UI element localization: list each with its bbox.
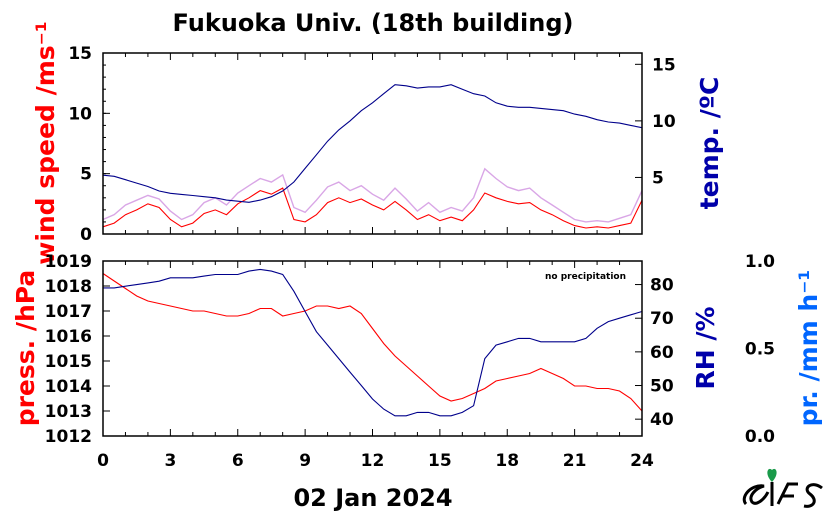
y-tick-label: 1014 [45,377,92,397]
x-tick-label: 12 [361,451,385,471]
y-tick-label: 50 [650,377,674,397]
wind-temp-panel: 0 5 10 15 5 10 15 wind speed /ms⁻¹ temp. /ºC [31,21,724,265]
y-tick-label: 0.0 [745,427,775,447]
logo-icon [742,468,823,508]
series-line-press-hpa [102,273,643,412]
wind-axis-label: wind speed /ms⁻¹ [31,21,60,265]
series-line-gust [102,167,643,223]
x-tick-label: 3 [164,451,176,471]
y-tick-label: 1015 [45,352,92,372]
series-line-temp-c [102,84,643,203]
series-line-rh [103,268,643,417]
x-tick-label: 18 [495,451,519,471]
pressure-rh-panel: no precipitation 1012 1013 1014 1015 1016 101… [11,252,823,512]
y-tick-label: 80 [650,276,674,296]
y-tick-label: 0 [80,225,92,245]
y-tick-label: 10 [68,104,92,124]
x-tick-label: 0 [97,451,109,471]
x-tick-label: 6 [232,451,244,471]
y-tick-label: 15 [652,55,676,75]
bottom-plot-frame [102,260,643,437]
y-tick-label: 10 [652,112,676,132]
y-tick-label: 1012 [45,427,92,447]
y-tick-label: 15 [68,44,92,64]
precip-axis-label: pr. /mm h⁻¹ [794,270,823,427]
y-tick-label: 0.5 [745,340,775,360]
y-tick-label: 1017 [45,302,92,322]
chart-title: Fukuoka Univ. (18th building) [173,9,574,37]
x-tick-label: 24 [630,451,654,471]
x-tick-label: 21 [563,451,587,471]
x-tick-label: 15 [428,451,452,471]
temp-axis-label: temp. /ºC [695,77,724,210]
y-tick-label: 40 [650,410,674,430]
rh-axis-label: RH /% [691,306,720,389]
y-tick-label: 1013 [45,402,92,422]
y-tick-label: 1016 [45,327,92,347]
date-label: 02 Jan 2024 [293,484,452,512]
y-tick-label: 1.0 [745,252,775,272]
y-tick-label: 70 [650,309,674,329]
y-tick-label: 1018 [45,277,92,297]
y-tick-label: 1019 [45,252,92,272]
y-tick-label: 5 [652,168,664,188]
series-line-wind-speed-ms [102,187,643,229]
y-tick-label: 5 [80,165,92,185]
x-tick-label: 9 [299,451,311,471]
top-plot-frame [102,52,643,235]
y-tick-label: 60 [650,343,674,363]
pressure-axis-label: press. /hPa [11,270,40,427]
precip-note: no precipitation [545,272,626,282]
